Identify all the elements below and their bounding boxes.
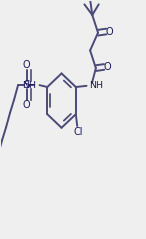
Text: NH: NH: [22, 81, 36, 90]
Text: O: O: [23, 60, 31, 70]
Text: Cl: Cl: [73, 127, 83, 137]
Text: NH: NH: [89, 81, 103, 90]
Text: S: S: [23, 80, 30, 90]
Text: O: O: [23, 100, 31, 110]
Text: O: O: [106, 27, 113, 37]
Text: O: O: [104, 62, 111, 72]
